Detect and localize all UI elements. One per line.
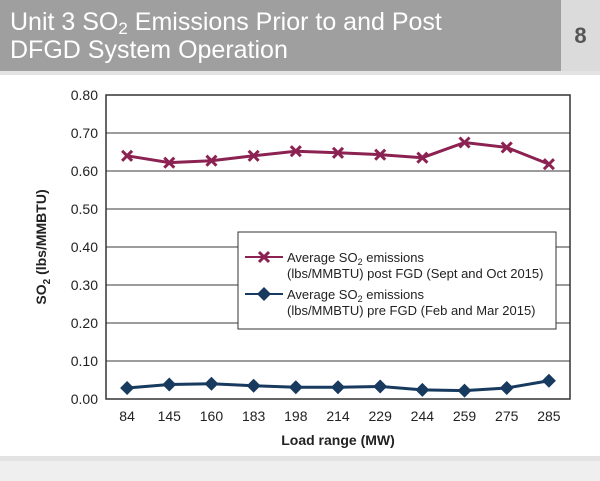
legend-pre-fgd-line1: Average SO2 emissions: [287, 287, 425, 304]
x-tick-label: 285: [537, 408, 561, 424]
series-0: [121, 136, 555, 171]
y-tick-label: 0.10: [71, 353, 98, 369]
data-point-x: [331, 146, 345, 159]
plot-border: [105, 94, 571, 400]
y-tick-label: 0.70: [71, 125, 98, 141]
x-tick-label: 198: [284, 408, 308, 424]
x-tick-label: 160: [200, 408, 224, 424]
data-point-diamond: [120, 380, 135, 395]
x-tick-label: 145: [158, 408, 182, 424]
data-point-diamond: [331, 380, 345, 395]
data-point-x: [416, 151, 429, 164]
data-point-diamond: [246, 378, 261, 393]
y-tick-label: 0.40: [71, 239, 98, 255]
legend-marker-pre-fgd: [245, 287, 283, 301]
x-tick-label: 275: [495, 408, 519, 424]
data-point-x: [458, 136, 471, 149]
legend-pre-fgd-line2: (lbs/MMBTU) pre FGD (Feb and Mar 2015): [287, 303, 536, 318]
data-point-diamond: [204, 376, 219, 391]
title-line1-pre: Unit 3 SO: [10, 8, 119, 36]
series-group: [120, 136, 556, 398]
title-line2: DFGD System Operation: [10, 36, 288, 64]
title-bar: Unit 3 SO2 Emissions Prior to and Post D…: [0, 0, 561, 71]
x-tick-label: 214: [326, 408, 350, 424]
x-tick-labels: 84 145 160 183 198 214 229 244 259 275 285: [119, 408, 560, 424]
data-point-diamond: [499, 380, 514, 395]
data-point-x: [121, 149, 134, 162]
y-axis-label-sub: 2: [42, 278, 53, 284]
y-tick-label: 0.20: [71, 315, 98, 331]
y-axis-label-pre: SO: [33, 284, 49, 304]
legend-pre-post: emissions: [363, 287, 425, 302]
x-tick-label: 84: [119, 408, 135, 424]
y-tick-label: 0.50: [71, 201, 98, 217]
title-line1-sub: 2: [118, 19, 128, 38]
bottom-strip: [0, 461, 600, 481]
y-tick-label: 0.80: [71, 87, 98, 103]
legend: Average SO2 emissions (lbs/MMBTU) post F…: [237, 231, 557, 330]
data-point-x: [542, 158, 555, 171]
line-chart: 0.00 0.10 0.20 0.30 0.40 0.50 0.60 0.70 0.80 84 1…: [33, 87, 571, 448]
data-point-x: [374, 148, 387, 161]
x-tick-label: 183: [242, 408, 266, 424]
data-point-diamond: [541, 373, 556, 388]
series-1: [120, 373, 556, 398]
page-title: Unit 3 SO2 Emissions Prior to and Post D…: [10, 8, 550, 64]
data-point-diamond: [162, 377, 177, 392]
data-point-x: [247, 149, 260, 162]
x-tick-label: 229: [369, 408, 393, 424]
data-point-x: [289, 145, 302, 158]
legend-pre-sub: 2: [358, 294, 363, 304]
y-axis-label: SO2 (lbs/MMBTU): [33, 189, 53, 304]
legend-post-fgd-line1: Average SO2 emissions: [287, 250, 425, 267]
data-point-diamond: [415, 382, 430, 397]
data-point-diamond: [457, 383, 472, 398]
chart-card: 0.00 0.10 0.20 0.30 0.40 0.50 0.60 0.70 0.80 84 1…: [0, 75, 600, 456]
legend-box: [237, 231, 557, 330]
legend-pre-pre: Average SO: [287, 287, 358, 302]
data-point-x: [205, 154, 218, 167]
data-point-diamond: [288, 380, 303, 395]
y-axis-label-post: (lbs/MMBTU): [33, 189, 49, 278]
y-tick-label: 0.60: [71, 163, 98, 179]
legend-post-sub: 2: [358, 257, 363, 267]
page-number: 8: [561, 0, 600, 71]
x-tick-label: 244: [411, 408, 435, 424]
x-axis-label: Load range (MW): [281, 432, 395, 448]
data-point-x: [163, 156, 176, 169]
legend-post-fgd-line2: (lbs/MMBTU) post FGD (Sept and Oct 2015): [287, 266, 543, 281]
x-tick-label: 259: [453, 408, 477, 424]
legend-post-pre: Average SO: [287, 250, 358, 265]
y-tick-labels: 0.00 0.10 0.20 0.30 0.40 0.50 0.60 0.70 0.80: [71, 87, 98, 407]
y-tick-label: 0.00: [71, 391, 98, 407]
title-line1-post: Emissions Prior to and Post: [127, 8, 442, 36]
legend-post-post: emissions: [363, 250, 425, 265]
legend-marker-post-fgd: [245, 250, 283, 264]
data-point-diamond: [373, 379, 388, 394]
y-tick-label: 0.30: [71, 277, 98, 293]
data-point-x: [500, 141, 513, 154]
